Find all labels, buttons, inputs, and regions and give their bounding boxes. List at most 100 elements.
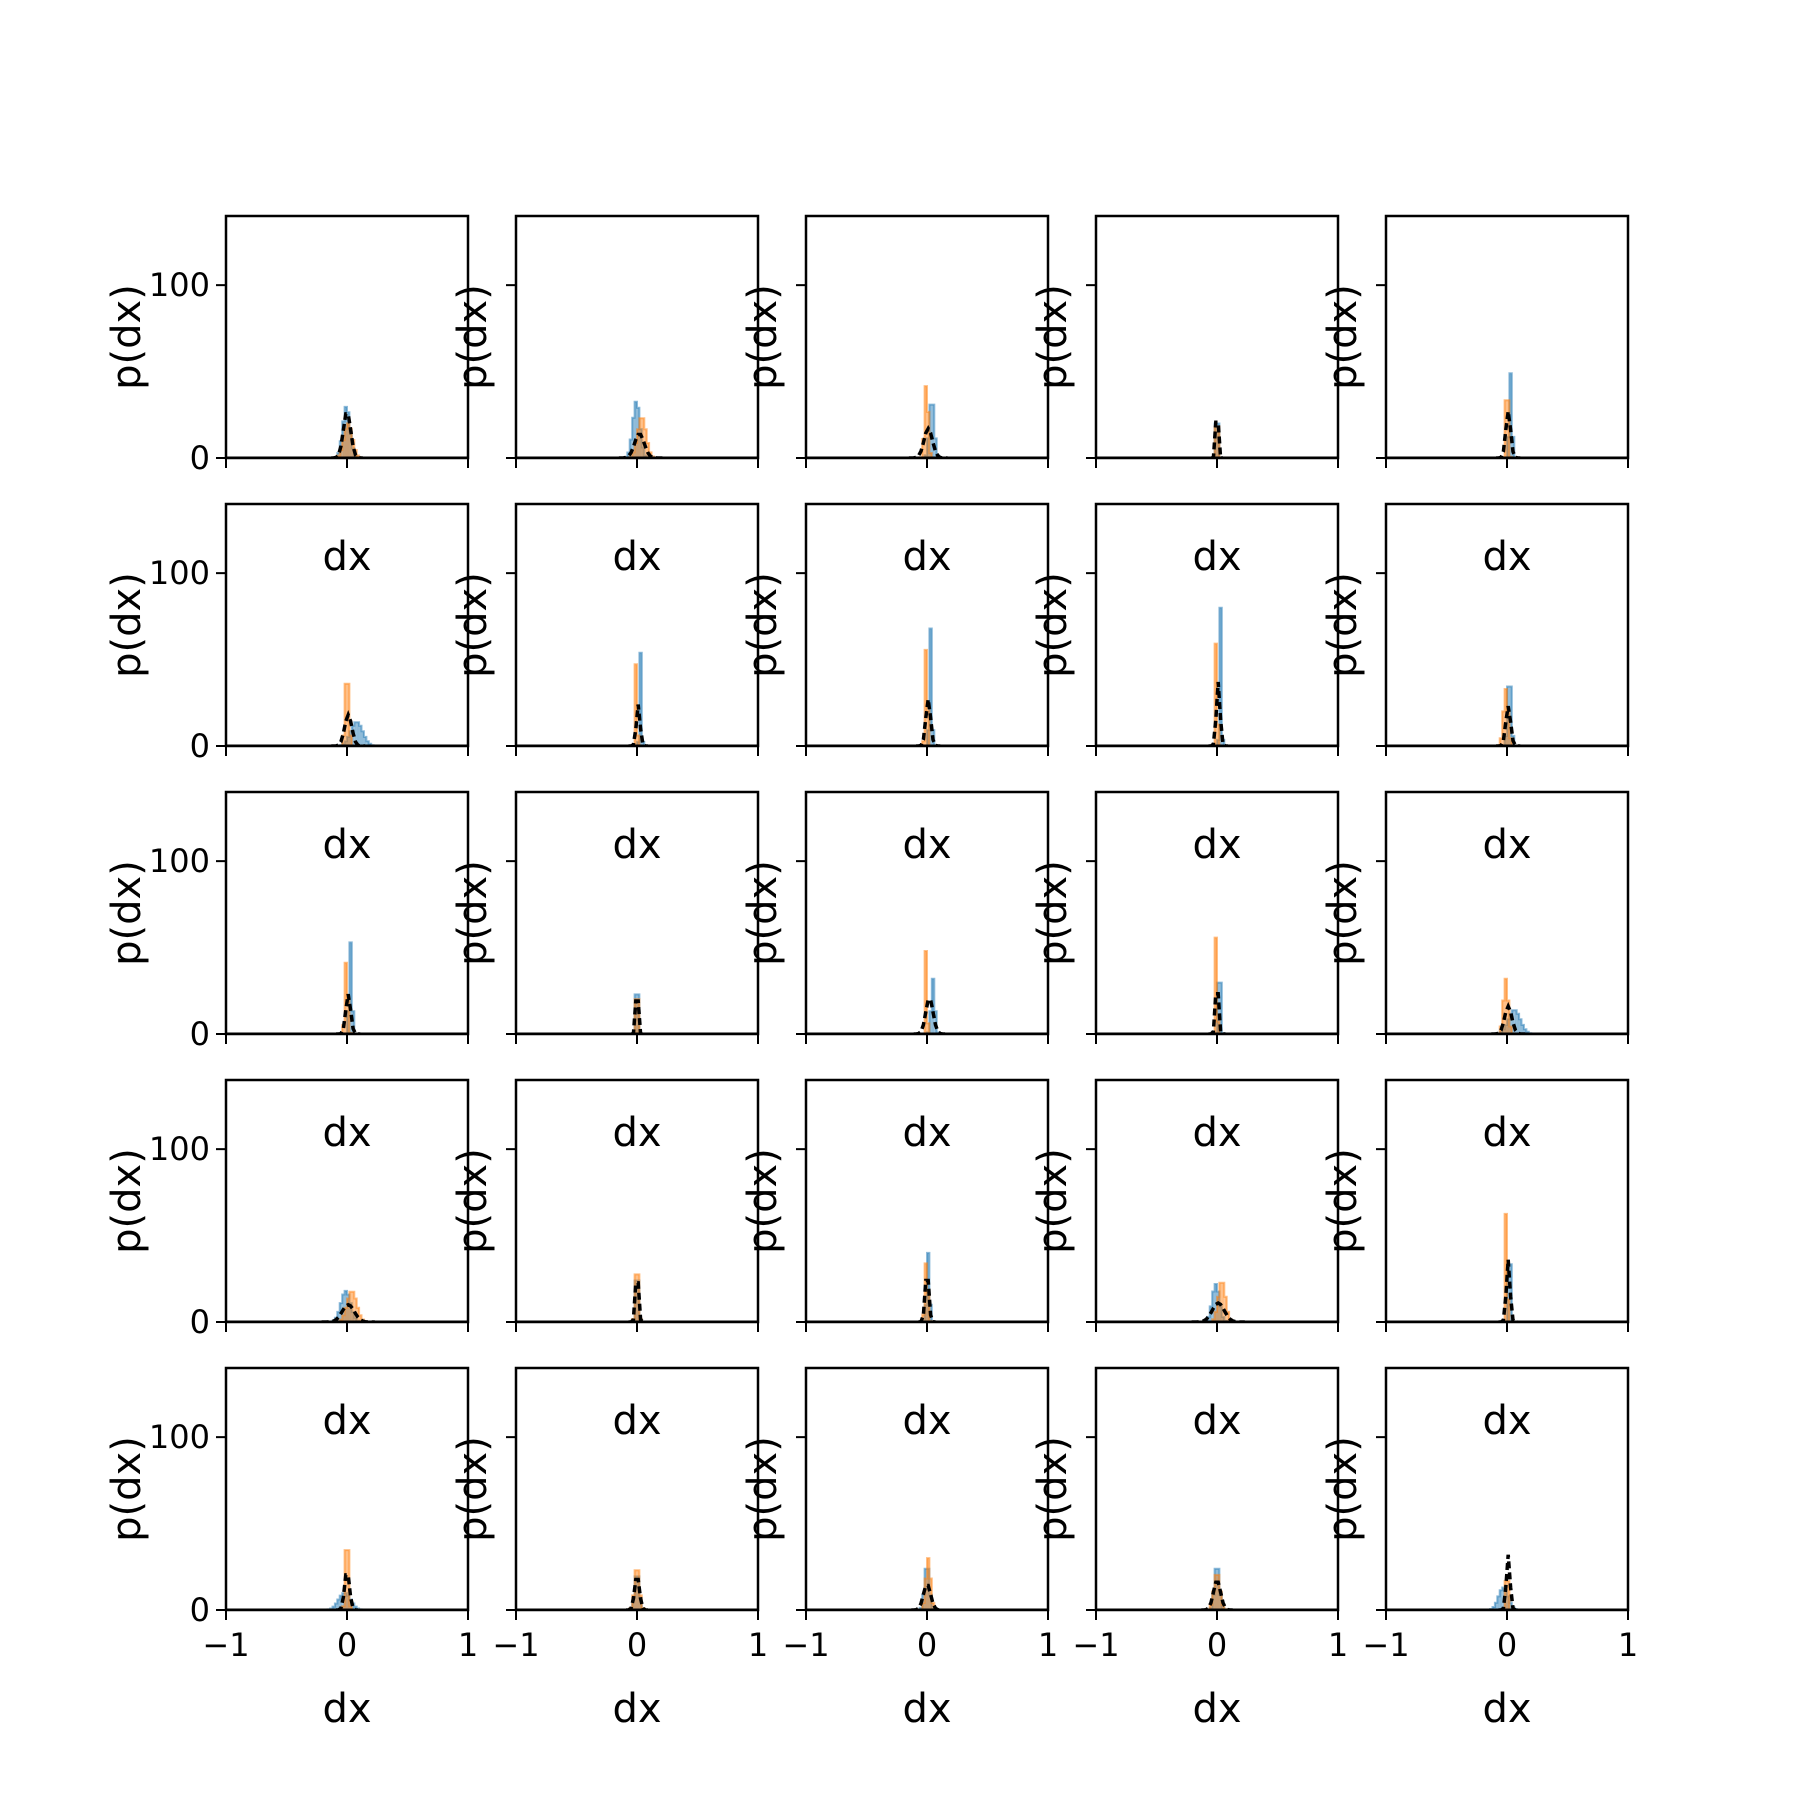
hist-bar-blue bbox=[639, 652, 642, 746]
hist-bar-orange bbox=[1217, 1296, 1220, 1322]
hist-bar-orange bbox=[1507, 400, 1510, 458]
hist-bar-orange bbox=[1507, 1299, 1510, 1322]
x-tick-label: 0 bbox=[917, 1626, 937, 1664]
hist-bar-orange bbox=[1209, 1604, 1213, 1610]
hist-bar-orange bbox=[349, 735, 352, 746]
hist-bar-orange bbox=[1504, 1581, 1507, 1610]
hist-bar-orange bbox=[354, 1298, 357, 1322]
hist-bar-orange bbox=[1214, 1574, 1217, 1610]
density-curve-dashed bbox=[1191, 1300, 1245, 1322]
y-axis-label: p(dx) bbox=[740, 284, 786, 390]
panel-r3-c3: dx p(dx) bbox=[1030, 1078, 1340, 1444]
hist-bar-blue bbox=[356, 722, 360, 746]
hist-bar-orange bbox=[1214, 643, 1217, 746]
hist-bar-orange bbox=[1507, 711, 1510, 746]
panel-r1-c0: 0 100 dx p(dx) bbox=[104, 502, 470, 868]
x-axis-label: dx bbox=[1482, 534, 1531, 580]
hist-bar-orange bbox=[922, 439, 925, 458]
hist-bar-blue bbox=[339, 1595, 343, 1610]
hist-bar-blue bbox=[337, 1599, 340, 1610]
y-axis-label: p(dx) bbox=[1320, 1436, 1366, 1542]
hist-bar-blue bbox=[349, 942, 352, 1034]
panel-r0-c3: dx p(dx) bbox=[1030, 214, 1340, 580]
hist-outline-blue bbox=[922, 627, 940, 746]
hist-bar-orange bbox=[1217, 1574, 1220, 1610]
hist-bar-orange bbox=[922, 741, 925, 746]
x-axis-label: dx bbox=[1192, 822, 1241, 868]
hist-bar-orange bbox=[927, 1023, 930, 1034]
hist-bar-blue bbox=[1494, 1602, 1498, 1610]
hist-bar-orange bbox=[637, 999, 640, 1034]
hist-bar-orange bbox=[634, 443, 637, 458]
panel-r4-c3: −1 0 1 dx p(dx) bbox=[1030, 1366, 1348, 1732]
panel-r0-c2: dx p(dx) bbox=[740, 214, 1050, 580]
x-tick-label: 1 bbox=[458, 1626, 478, 1664]
hist-bar-blue bbox=[366, 741, 369, 746]
hist-bar-blue bbox=[1509, 1602, 1512, 1610]
x-tick-label: 1 bbox=[748, 1626, 768, 1664]
y-tick-label: 100 bbox=[149, 1130, 210, 1168]
hist-bar-blue bbox=[332, 1606, 335, 1610]
hist-outline-blue bbox=[1212, 606, 1230, 746]
y-tick-label: 100 bbox=[149, 1418, 210, 1456]
panel-r1-c2: dx p(dx) bbox=[740, 502, 1050, 868]
x-axis-label: dx bbox=[1482, 822, 1531, 868]
x-axis-label: dx bbox=[322, 1398, 371, 1444]
y-tick-label: 100 bbox=[149, 266, 210, 304]
x-axis-label: dx bbox=[902, 1110, 951, 1156]
panel-r3-c0: 0 100 dx p(dx) bbox=[104, 1078, 470, 1444]
x-axis-label: dx bbox=[1482, 1398, 1531, 1444]
y-axis-label: p(dx) bbox=[450, 1148, 496, 1254]
y-axis-label: p(dx) bbox=[104, 284, 150, 390]
panel-r2-c0: 0 100 dx p(dx) bbox=[104, 790, 470, 1156]
hist-bar-orange bbox=[927, 1292, 930, 1322]
hist-bar-blue bbox=[929, 404, 932, 458]
y-tick-label: 100 bbox=[149, 554, 210, 592]
y-axis-label: p(dx) bbox=[104, 860, 150, 966]
x-axis-label: dx bbox=[612, 822, 661, 868]
panel-r1-c4: dx p(dx) bbox=[1320, 502, 1630, 868]
hist-bar-blue bbox=[1497, 1596, 1500, 1610]
hist-bar-orange bbox=[347, 998, 350, 1034]
x-axis-label: dx bbox=[322, 534, 371, 580]
hist-bar-orange bbox=[646, 443, 650, 458]
hist-bar-blue bbox=[927, 1252, 930, 1322]
hist-bar-orange bbox=[344, 683, 347, 746]
panel-r1-c1: dx p(dx) bbox=[450, 502, 760, 868]
hist-bar-orange bbox=[637, 429, 640, 458]
panel-r4-c1: −1 0 1 dx p(dx) bbox=[450, 1366, 768, 1732]
x-axis-label: dx bbox=[612, 534, 661, 580]
hist-bar-orange bbox=[349, 1606, 352, 1610]
hist-bar-orange bbox=[924, 1263, 927, 1322]
x-axis-label: dx bbox=[902, 1398, 951, 1444]
hist-outline-orange bbox=[1499, 1580, 1515, 1610]
hist-bar-blue bbox=[627, 452, 630, 458]
hist-outline-blue bbox=[632, 651, 650, 746]
x-axis-label: dx bbox=[612, 1110, 661, 1156]
x-tick-label: −1 bbox=[1362, 1626, 1409, 1664]
y-axis-label: p(dx) bbox=[1320, 284, 1366, 390]
hist-bar-blue bbox=[1509, 373, 1512, 458]
hist-bar-orange bbox=[342, 735, 345, 746]
hist-bar-orange bbox=[344, 962, 347, 1034]
hist-bar-orange bbox=[922, 1603, 925, 1610]
x-axis-label: dx bbox=[1192, 1110, 1241, 1156]
hist-bar-blue bbox=[344, 1290, 347, 1322]
hist-bar-orange bbox=[924, 649, 927, 746]
panel-r3-c1: dx p(dx) bbox=[450, 1078, 760, 1444]
hist-bar-orange bbox=[1214, 426, 1217, 458]
y-axis-label: p(dx) bbox=[450, 572, 496, 678]
hist-bar-blue bbox=[363, 736, 367, 746]
x-axis-label: dx bbox=[1192, 1686, 1241, 1732]
hist-bar-orange bbox=[641, 418, 645, 458]
hist-bar-blue bbox=[641, 741, 645, 746]
hist-bar-blue bbox=[1514, 1010, 1517, 1034]
y-tick-label: 0 bbox=[190, 1015, 210, 1053]
x-axis-label: dx bbox=[1192, 534, 1241, 580]
x-tick-label: 0 bbox=[1497, 1626, 1517, 1664]
x-axis-label: dx bbox=[902, 534, 951, 580]
hist-bar-blue bbox=[1207, 1316, 1210, 1322]
